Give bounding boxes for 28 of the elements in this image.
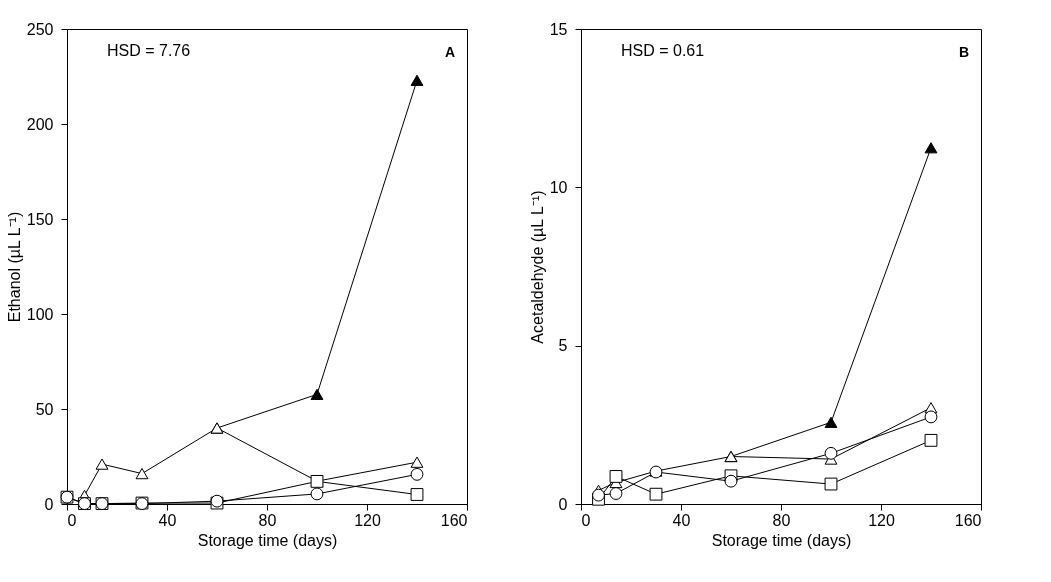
x-tick-label: 80 <box>258 511 277 529</box>
x-axis-title: Storage time (days) <box>711 531 852 549</box>
x-tick-label: 120 <box>868 511 895 529</box>
y-axis-title: Acetaldehyde (µL L⁻¹) <box>528 190 546 344</box>
x-tick-label: 120 <box>354 511 381 529</box>
x-tick-label: 0 <box>581 511 591 529</box>
annotation: HSD = 7.76 <box>107 42 191 59</box>
x-tick-label: 40 <box>672 511 691 529</box>
y-tick-label: 15 <box>549 20 568 38</box>
y-tick-label: 10 <box>549 178 568 196</box>
x-tick-label: 40 <box>158 511 177 529</box>
annotation: A <box>444 44 455 60</box>
x-tick-label: 80 <box>772 511 791 529</box>
y-tick-label: 5 <box>558 337 568 355</box>
y-tick-label: 0 <box>44 495 54 513</box>
y-tick-label: 250 <box>26 20 54 38</box>
annotation: B <box>958 44 969 60</box>
y-tick-label: 200 <box>26 115 54 133</box>
y-tick-label: 150 <box>26 210 54 228</box>
x-tick-label: 160 <box>954 511 982 529</box>
y-tick-label: 50 <box>35 400 54 418</box>
x-tick-label: 160 <box>440 511 468 529</box>
y-tick-label: 0 <box>558 495 568 513</box>
y-axis-title: Ethanol (µL L⁻¹) <box>5 211 23 323</box>
annotation: HSD = 0.61 <box>621 42 705 59</box>
x-axis-title: Storage time (days) <box>197 531 338 549</box>
x-tick-label: 0 <box>67 511 77 529</box>
y-tick-label: 100 <box>26 305 54 323</box>
